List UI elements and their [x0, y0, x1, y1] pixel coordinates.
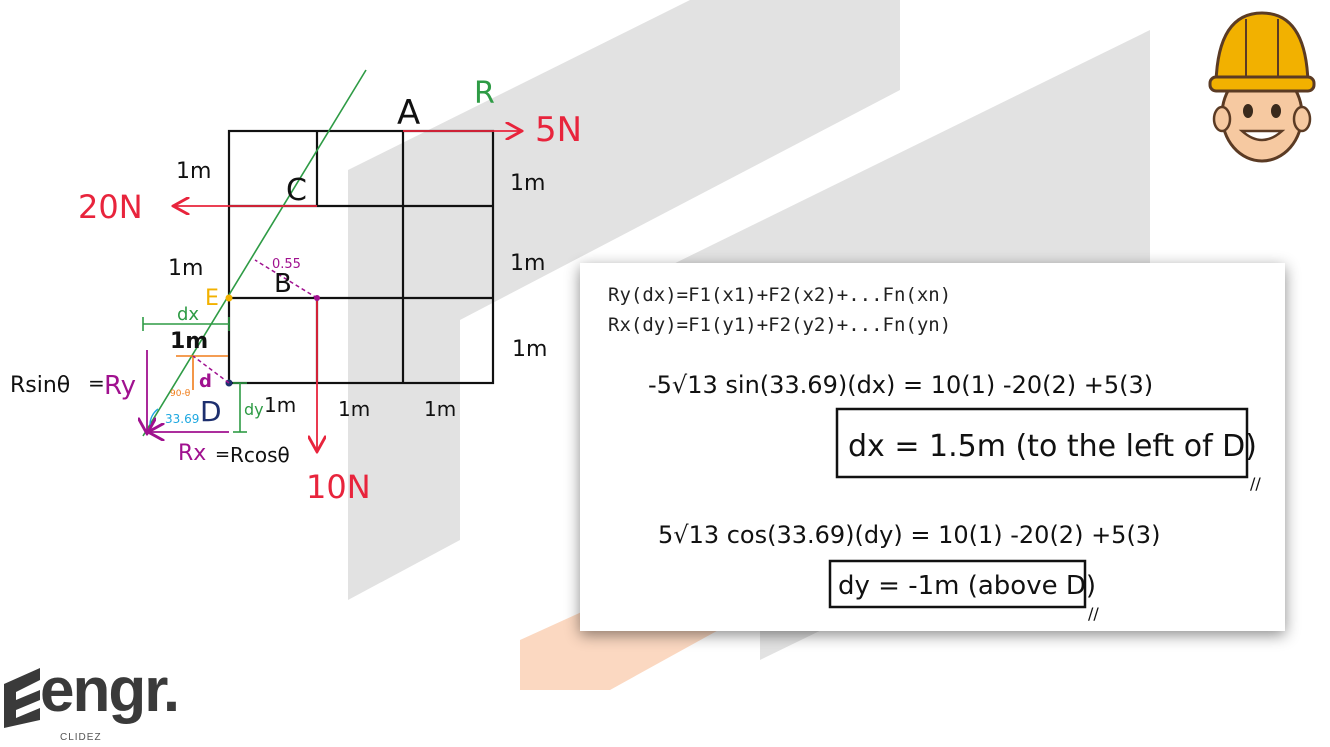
equation-dy: 5√13 cos(33.69)(dy) = 10(1) -20(2) +5(3)	[658, 521, 1160, 549]
dim-right-2: 1m	[510, 251, 545, 276]
label-dx: dx	[177, 304, 199, 325]
point-b-dot	[314, 295, 320, 301]
label-ry-eq: =	[88, 371, 105, 395]
equation-card: Ry(dx)=F1(x1)+F2(x2)+...Fn(xn) Rx(dy)=F1…	[580, 263, 1285, 631]
logo-sub: CLIDEZ	[60, 732, 102, 743]
result-dy-box	[828, 559, 1087, 609]
resultant-line	[142, 69, 367, 437]
dim-right-3: 1m	[512, 337, 547, 362]
label-c: C	[286, 173, 307, 208]
label-angle-small: 90-θ	[170, 389, 191, 399]
point-e-dot	[225, 294, 233, 302]
dy-dimension	[233, 382, 247, 433]
equation-line-2: Rx(dy)=F1(y1)+F2(y2)+...Fn(yn)	[608, 314, 951, 336]
dim-right-1: 1m	[510, 171, 545, 196]
label-ry: Ry	[104, 371, 136, 401]
perpendicular-b	[254, 259, 318, 299]
equation-dx: -5√13 sin(33.69)(dx) = 10(1) -20(2) +5(3…	[648, 371, 1153, 399]
label-20n: 20N	[78, 188, 143, 226]
dim-left-1: 1m	[176, 159, 211, 184]
label-dy: dy	[244, 400, 264, 419]
tick-mark-2: //	[1088, 604, 1099, 623]
result-dy: dy = -1m (above D)	[838, 571, 1096, 601]
label-b: B	[274, 269, 292, 299]
dim-bottom-2: 1m	[338, 397, 370, 421]
angle-construction	[149, 355, 230, 426]
equation-line-1: Ry(dx)=F1(x1)+F2(x2)+...Fn(xn)	[608, 284, 951, 306]
label-angle-b: 0.55	[272, 257, 301, 272]
logo-word: engr.	[40, 656, 180, 725]
logo-mark-icon	[4, 668, 40, 728]
dim-bottom-1: 1m	[264, 393, 296, 417]
label-a: A	[397, 93, 420, 133]
label-d: D	[200, 395, 222, 428]
label-e: E	[205, 286, 219, 311]
result-dx: dx = 1.5m (to the left of D)	[848, 429, 1257, 464]
label-rcos: Rcosθ	[230, 443, 290, 467]
result-dx-box	[835, 407, 1249, 479]
label-angle-d: 33.69	[165, 412, 199, 426]
label-rsin: Rsinθ	[10, 373, 70, 398]
label-rx: Rx	[178, 441, 206, 466]
dx-dimension	[142, 317, 230, 331]
dim-left-3: 1m	[170, 329, 208, 354]
dim-left-2: 1m	[168, 256, 203, 281]
tick-mark-1: //	[1250, 474, 1261, 493]
equation-canvas: Ry(dx)=F1(x1)+F2(x2)+...Fn(xn) Rx(dy)=F1…	[608, 284, 1261, 623]
label-d-small: d	[199, 371, 212, 392]
label-10n: 10N	[306, 468, 371, 506]
label-5n: 5N	[535, 110, 582, 150]
label-rx-eq: =	[215, 444, 230, 465]
engineer-hardhat-icon	[1208, 11, 1316, 163]
dim-bottom-3: 1m	[424, 397, 456, 421]
brand-logo: engr. CLIDEZ	[0, 660, 180, 747]
label-r: R	[474, 76, 495, 111]
